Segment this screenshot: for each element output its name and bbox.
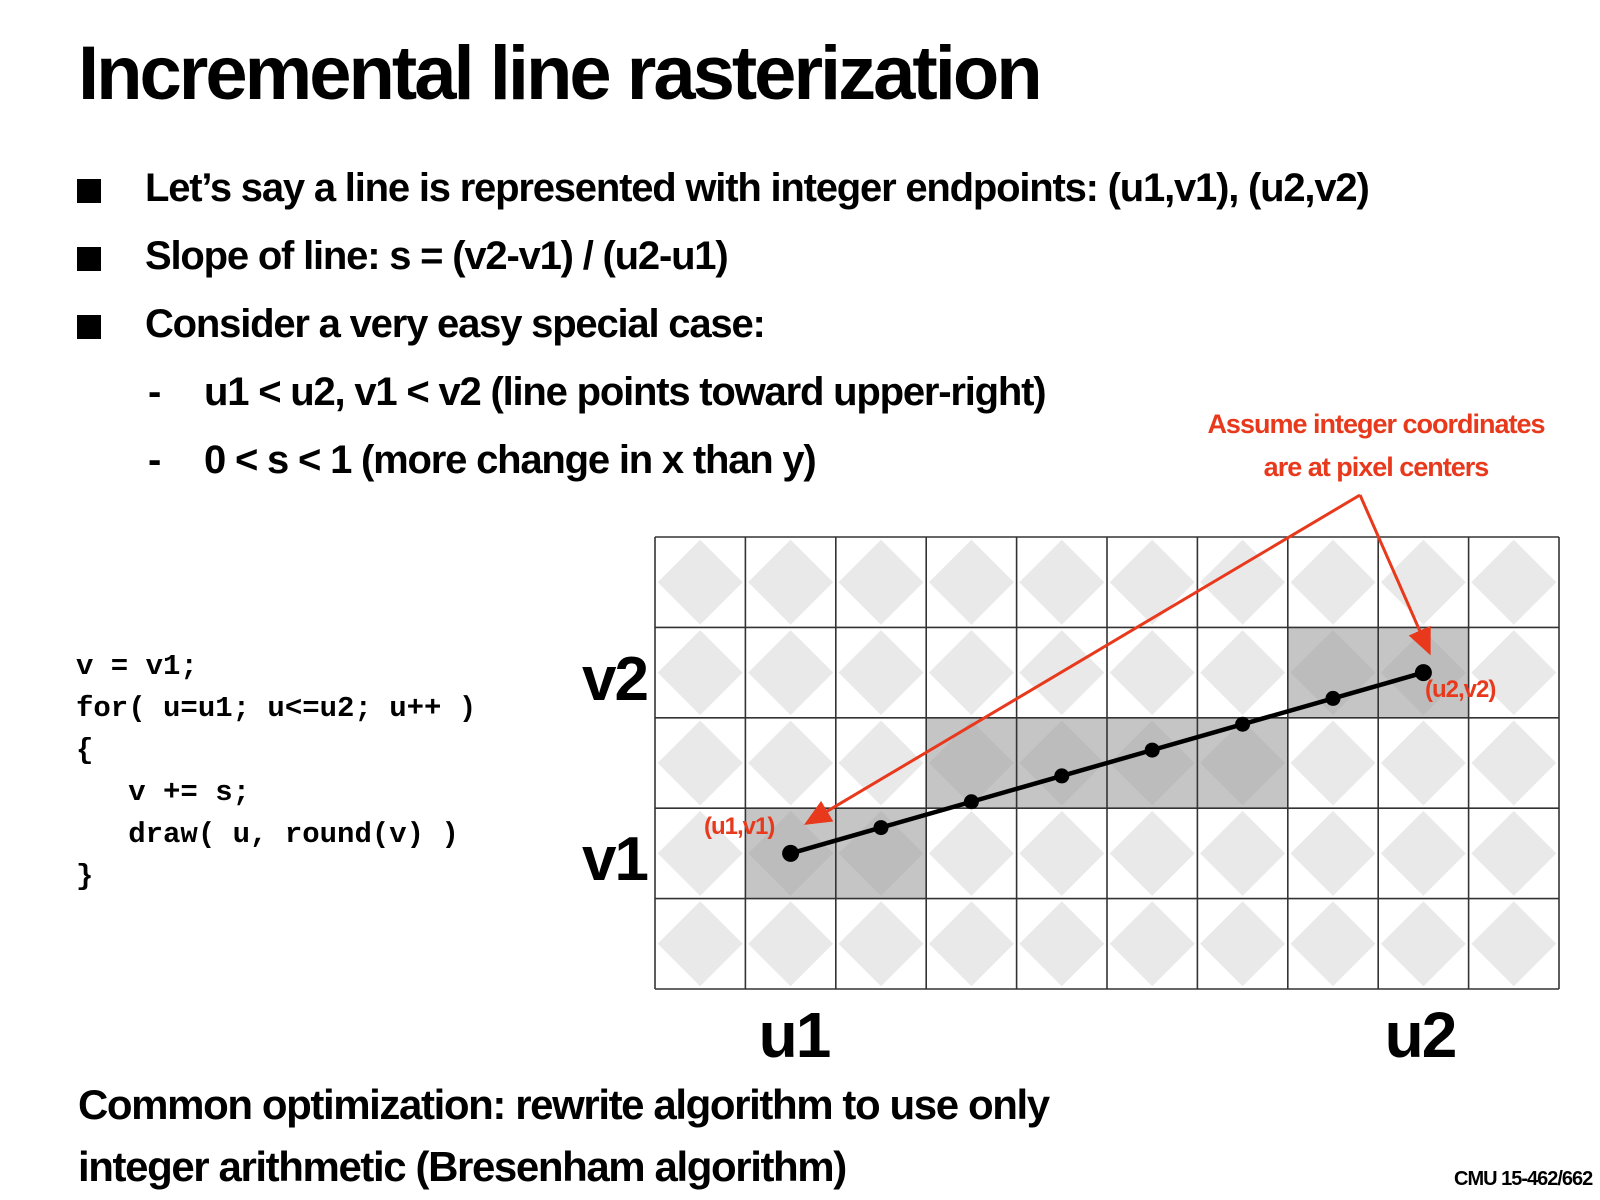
code-line: for( u=u1; u<=u2; u++ ) <box>76 692 477 725</box>
pixel-diamond <box>928 539 1014 625</box>
pixel-diamond <box>748 630 834 716</box>
pixel-diamond <box>1019 901 1105 987</box>
sample-point-dot <box>963 794 979 810</box>
bullet-text: Let’s say a line is represented with int… <box>145 166 1370 210</box>
pixel-diamond <box>748 901 834 987</box>
bullet-text: Consider a very easy special case: <box>145 302 766 346</box>
sub-bullet-item: - u1 < u2, v1 < v2 (line points toward u… <box>148 370 1047 414</box>
pixel-diamond <box>1019 539 1105 625</box>
pixel-diamond <box>1380 720 1466 806</box>
arrow-to-start-point <box>804 493 1361 825</box>
sample-point-dot <box>1235 716 1251 732</box>
bullet-item: Consider a very easy special case: <box>77 302 766 346</box>
sample-point-dot <box>1054 768 1070 784</box>
u1-axis-label: u1 <box>759 999 830 1071</box>
bottom-note: Common optimization: rewrite algorithm t… <box>78 1081 1050 1190</box>
pixel-diamond-layer <box>657 539 1557 987</box>
pixel-diamond <box>838 720 924 806</box>
annotation-line: Assume integer coordinates <box>1207 409 1544 439</box>
v1-axis-label: v1 <box>582 825 647 894</box>
pixel-diamond <box>1290 901 1376 987</box>
pixel-diamond <box>1290 810 1376 896</box>
pixel-diamond <box>1290 539 1376 625</box>
pixel-diamond <box>928 810 1014 896</box>
code-line: } <box>76 860 94 893</box>
pixel-diamond <box>1380 539 1466 625</box>
sample-point-dot <box>1144 742 1160 758</box>
pixel-diamond <box>838 901 924 987</box>
annotation-line: are at pixel centers <box>1264 452 1489 482</box>
pixel-diamond <box>1200 539 1286 625</box>
v2-axis-label: v2 <box>582 645 647 714</box>
arrow-to-end-point <box>1358 494 1431 656</box>
pixel-diamond <box>1380 810 1466 896</box>
pixel-diamond <box>838 539 924 625</box>
pixel-diamond <box>838 630 924 716</box>
bullet-text: Slope of line: s = (v2-v1) / (u2-u1) <box>145 234 729 278</box>
square-bullet-icon <box>77 179 101 203</box>
pixel-diamond <box>657 630 743 716</box>
code-line: { <box>76 734 94 767</box>
code-block: v = v1; for( u=u1; u<=u2; u++ ) { v += s… <box>76 646 476 898</box>
code-line: v = v1; <box>76 650 198 683</box>
slide-title: Incremental line rasterization <box>78 31 1043 116</box>
rasterized-line <box>782 664 1432 862</box>
code-line: v += s; <box>76 776 251 809</box>
square-bullet-icon <box>77 315 101 339</box>
pixel-diamond <box>1471 720 1557 806</box>
sub-bullet-text: u1 < u2, v1 < v2 (line points toward upp… <box>204 370 1047 414</box>
pixel-diamond <box>1471 901 1557 987</box>
pixel-diamond <box>1380 901 1466 987</box>
square-bullet-icon <box>77 247 101 271</box>
endpoint-dot <box>782 844 800 862</box>
pixel-diamond <box>1290 720 1376 806</box>
pixel-diamond <box>928 630 1014 716</box>
pixel-diamond <box>1471 810 1557 896</box>
annotation-arrows <box>804 493 1431 825</box>
pixel-diamond <box>1109 901 1195 987</box>
bullet-item: Let’s say a line is represented with int… <box>77 166 1370 210</box>
sample-point-dot <box>1325 690 1341 706</box>
pixel-diamond <box>657 720 743 806</box>
pixel-diamond <box>1471 539 1557 625</box>
pixel-diamond <box>1471 630 1557 716</box>
u2-axis-label: u2 <box>1385 999 1456 1071</box>
start-point-label: (u1,v1) <box>704 813 774 840</box>
sample-point-dot <box>873 820 889 836</box>
pixel-diamond <box>1200 810 1286 896</box>
pixel-diamond <box>748 720 834 806</box>
pixel-diamond <box>928 901 1014 987</box>
line-segment <box>789 670 1425 856</box>
dash-bullet-icon: - <box>148 370 161 414</box>
endpoint-dot <box>1414 664 1432 682</box>
sub-bullet-item: - 0 < s < 1 (more change in x than y) <box>148 438 817 482</box>
pixel-diamond <box>1109 539 1195 625</box>
pixel-diamond <box>1200 901 1286 987</box>
pixel-diamond <box>748 539 834 625</box>
pixel-diamond <box>1019 810 1105 896</box>
pixel-diamond <box>657 901 743 987</box>
pixel-diamond <box>657 539 743 625</box>
pixel-diamond <box>1200 630 1286 716</box>
pixel-diamond <box>1109 630 1195 716</box>
code-line: draw( u, round(v) ) <box>76 818 459 851</box>
sub-bullet-text: 0 < s < 1 (more change in x than y) <box>204 438 817 482</box>
end-point-label: (u2,v2) <box>1425 676 1495 703</box>
bullet-item: Slope of line: s = (v2-v1) / (u2-u1) <box>77 234 729 278</box>
shaded-pixel <box>1107 717 1198 809</box>
shaded-pixel <box>1016 717 1107 809</box>
course-footer: CMU 15-462/662 <box>1454 1168 1593 1190</box>
pixel-diamond <box>657 810 743 896</box>
dash-bullet-icon: - <box>148 438 161 482</box>
pixel-diamond <box>1109 810 1195 896</box>
